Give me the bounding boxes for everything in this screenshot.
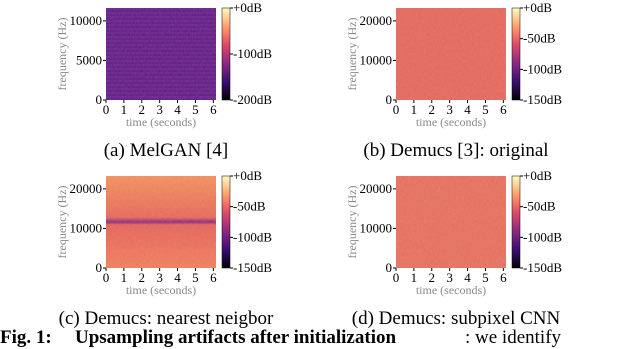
colorbar-label: -100dB bbox=[523, 229, 562, 244]
figure-caption-text: : we identify bbox=[465, 327, 562, 348]
y-tick-label: 10000 bbox=[360, 220, 393, 235]
y-axis-label: frequency (Hz) bbox=[345, 186, 359, 259]
x-tick-label: 5 bbox=[482, 102, 489, 117]
x-tick-label: 2 bbox=[139, 102, 146, 117]
x-tick-label: 3 bbox=[156, 270, 163, 285]
x-tick-label: 3 bbox=[446, 102, 453, 117]
colorbar-label: +0dB bbox=[233, 0, 262, 15]
colorbar-label: -150dB bbox=[523, 260, 562, 275]
x-tick-label: 3 bbox=[156, 102, 163, 117]
spectrogram-noise bbox=[396, 176, 506, 268]
spectrogram-noise bbox=[106, 176, 216, 268]
x-tick-label: 4 bbox=[464, 102, 471, 117]
y-tick-label: 10000 bbox=[70, 220, 103, 235]
x-tick-label: 6 bbox=[500, 102, 507, 117]
y-tick-label: 10000 bbox=[360, 52, 393, 67]
x-axis-label: time (seconds) bbox=[416, 283, 486, 297]
colorbar bbox=[511, 7, 521, 101]
x-axis-label: time (seconds) bbox=[126, 283, 196, 297]
panel-caption: (d) Demucs: subpixel CNN bbox=[352, 308, 561, 329]
y-tick-label: 0 bbox=[386, 260, 393, 275]
x-tick-label: 0 bbox=[103, 270, 110, 285]
x-tick-label: 6 bbox=[210, 102, 217, 117]
colorbar-label: -150dB bbox=[523, 92, 562, 107]
x-axis-label: time (seconds) bbox=[416, 115, 486, 129]
y-tick-label: 0 bbox=[386, 92, 393, 107]
y-tick-label: 0 bbox=[96, 260, 103, 275]
colorbar-label: -50dB bbox=[233, 199, 266, 214]
colorbar-label: +0dB bbox=[523, 0, 552, 15]
x-tick-label: 1 bbox=[411, 270, 418, 285]
x-tick-label: 2 bbox=[429, 102, 436, 117]
x-tick-label: 3 bbox=[446, 270, 453, 285]
x-tick-label: 0 bbox=[103, 102, 110, 117]
x-tick-label: 0 bbox=[393, 270, 400, 285]
x-tick-label: 2 bbox=[139, 270, 146, 285]
colorbar-label: -50dB bbox=[523, 31, 556, 46]
x-tick-label: 4 bbox=[174, 102, 181, 117]
y-tick-label: 10000 bbox=[70, 13, 103, 28]
figure-caption-title: Upsampling artifacts after initializatio… bbox=[75, 327, 396, 348]
panel-caption: (a) MelGAN [4] bbox=[104, 140, 229, 161]
x-tick-label: 6 bbox=[210, 270, 217, 285]
x-tick-label: 5 bbox=[192, 270, 199, 285]
x-tick-label: 2 bbox=[429, 270, 436, 285]
y-axis-label: frequency (Hz) bbox=[55, 186, 69, 259]
panel-caption: (b) Demucs [3]: original bbox=[363, 140, 548, 161]
y-tick-label: 0 bbox=[96, 92, 103, 107]
x-tick-label: 1 bbox=[121, 102, 128, 117]
y-tick-label: 5000 bbox=[76, 52, 102, 67]
y-tick-label: 20000 bbox=[70, 181, 103, 196]
colorbar bbox=[511, 175, 521, 269]
colorbar-label: -200dB bbox=[233, 92, 272, 107]
colorbar-label: -100dB bbox=[233, 229, 272, 244]
colorbar-label: -150dB bbox=[233, 260, 272, 275]
panel-caption: (c) Demucs: nearest neigbor bbox=[59, 308, 274, 329]
y-axis-label: frequency (Hz) bbox=[55, 18, 69, 91]
x-tick-label: 4 bbox=[174, 270, 181, 285]
x-tick-label: 4 bbox=[464, 270, 471, 285]
x-tick-label: 6 bbox=[500, 270, 507, 285]
x-tick-label: 0 bbox=[393, 102, 400, 117]
colorbar-label: -50dB bbox=[523, 199, 556, 214]
x-tick-label: 1 bbox=[411, 102, 418, 117]
x-tick-label: 5 bbox=[192, 102, 199, 117]
x-tick-label: 5 bbox=[482, 270, 489, 285]
colorbar-label: -100dB bbox=[233, 46, 272, 61]
colorbar-label: -100dB bbox=[523, 61, 562, 76]
colorbar bbox=[221, 175, 231, 269]
colorbar-label: +0dB bbox=[523, 168, 552, 183]
y-tick-label: 20000 bbox=[360, 181, 393, 196]
figure-caption-label: Fig. 1: bbox=[0, 327, 52, 348]
y-tick-label: 20000 bbox=[360, 13, 393, 28]
spectrogram-noise bbox=[106, 8, 216, 100]
spectrogram-noise bbox=[396, 8, 506, 100]
x-axis-label: time (seconds) bbox=[126, 115, 196, 129]
x-tick-label: 1 bbox=[121, 270, 128, 285]
colorbar-label: +0dB bbox=[233, 168, 262, 183]
colorbar bbox=[221, 7, 231, 101]
y-axis-label: frequency (Hz) bbox=[345, 18, 359, 91]
